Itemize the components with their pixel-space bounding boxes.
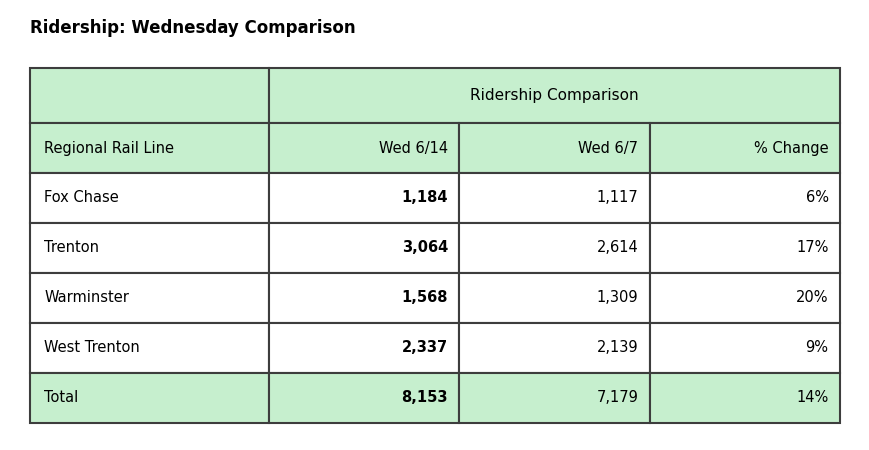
Text: 17%: 17%	[795, 240, 827, 256]
Text: 8,153: 8,153	[401, 391, 448, 405]
Bar	[459, 373, 649, 423]
Text: Regional Rail Line: Regional Rail Line	[44, 140, 174, 156]
Bar	[269, 173, 459, 223]
Text: 3,064: 3,064	[401, 240, 448, 256]
Text: 7,179: 7,179	[595, 391, 638, 405]
Bar	[269, 373, 459, 423]
Text: Wed 6/7: Wed 6/7	[578, 140, 638, 156]
Bar	[269, 223, 459, 273]
Text: 2,337: 2,337	[401, 341, 448, 356]
Bar	[30, 123, 269, 173]
Bar	[30, 68, 269, 123]
Text: % Change: % Change	[753, 140, 827, 156]
Text: Ridership: Wednesday Comparison: Ridership: Wednesday Comparison	[30, 19, 355, 37]
Text: 9%: 9%	[805, 341, 827, 356]
Bar	[649, 273, 839, 323]
Text: Ridership Comparison: Ridership Comparison	[469, 88, 638, 103]
Bar	[30, 373, 269, 423]
Text: 14%: 14%	[795, 391, 827, 405]
Bar	[30, 223, 269, 273]
Bar	[30, 273, 269, 323]
Bar	[269, 273, 459, 323]
Bar	[649, 173, 839, 223]
Text: West Trenton: West Trenton	[44, 341, 140, 356]
Bar	[459, 223, 649, 273]
Text: Trenton: Trenton	[44, 240, 99, 256]
Text: 1,568: 1,568	[401, 291, 448, 306]
Bar	[649, 223, 839, 273]
Text: 1,309: 1,309	[596, 291, 638, 306]
Text: Wed 6/14: Wed 6/14	[378, 140, 448, 156]
Text: 6%: 6%	[805, 190, 827, 206]
Bar	[269, 68, 839, 123]
Bar	[30, 323, 269, 373]
Text: 2,139: 2,139	[596, 341, 638, 356]
Bar	[30, 173, 269, 223]
Text: 20%: 20%	[795, 291, 827, 306]
Bar	[649, 123, 839, 173]
Text: 1,184: 1,184	[401, 190, 448, 206]
Text: Warminster: Warminster	[44, 291, 129, 306]
Text: Fox Chase: Fox Chase	[44, 190, 119, 206]
Bar	[459, 173, 649, 223]
Bar	[459, 273, 649, 323]
Bar	[269, 323, 459, 373]
Bar	[649, 373, 839, 423]
Bar	[459, 323, 649, 373]
Bar	[649, 323, 839, 373]
Bar	[269, 123, 459, 173]
Text: 1,117: 1,117	[596, 190, 638, 206]
Bar	[459, 123, 649, 173]
Text: 2,614: 2,614	[596, 240, 638, 256]
Text: Total: Total	[44, 391, 78, 405]
